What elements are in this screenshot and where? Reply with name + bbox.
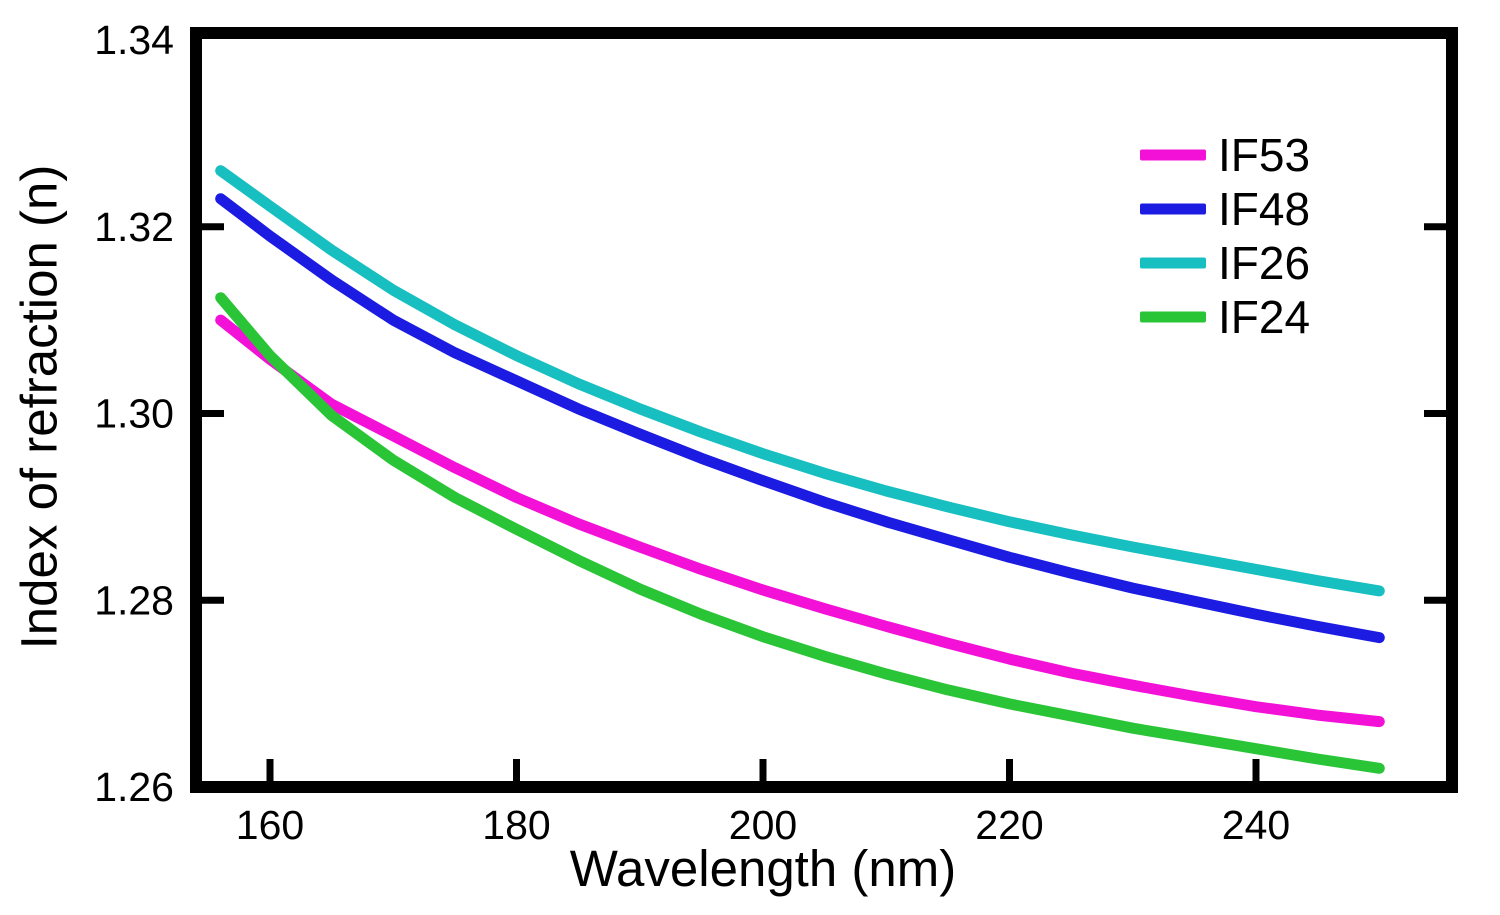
y-tick-label-1.30: 1.30: [94, 391, 174, 437]
y-tick-label-1.34: 1.34: [94, 17, 174, 63]
x-axis-title: Wavelength (nm): [569, 840, 957, 897]
legend-swatch-if26: [1140, 257, 1206, 269]
x-tick-label-220: 220: [975, 802, 1043, 848]
series-line-if53: [215, 314, 1385, 728]
y-tick-label-1.32: 1.32: [94, 204, 174, 250]
series-line-if26: [215, 165, 1385, 597]
legend-swatch-if53: [1140, 149, 1206, 161]
x-tick-label-240: 240: [1222, 802, 1290, 848]
x-tick-label-160: 160: [236, 802, 304, 848]
x-tick-label-200: 200: [729, 802, 797, 848]
legend-swatch-if24: [1140, 311, 1206, 323]
series-line-if48: [215, 193, 1385, 644]
legend-label-if26: IF26: [1218, 237, 1310, 289]
series-line-if24: [215, 292, 1385, 774]
legend-label-if53: IF53: [1218, 129, 1310, 181]
y-axis-title: Index of refraction (n): [10, 164, 68, 650]
y-tick-label-1.28: 1.28: [94, 577, 174, 623]
legend-swatch-if48: [1140, 203, 1206, 215]
legend-label-if24: IF24: [1218, 291, 1310, 343]
y-tick-label-1.26: 1.26: [94, 764, 174, 810]
legend-label-if48: IF48: [1218, 183, 1310, 235]
x-tick-label-180: 180: [482, 802, 550, 848]
